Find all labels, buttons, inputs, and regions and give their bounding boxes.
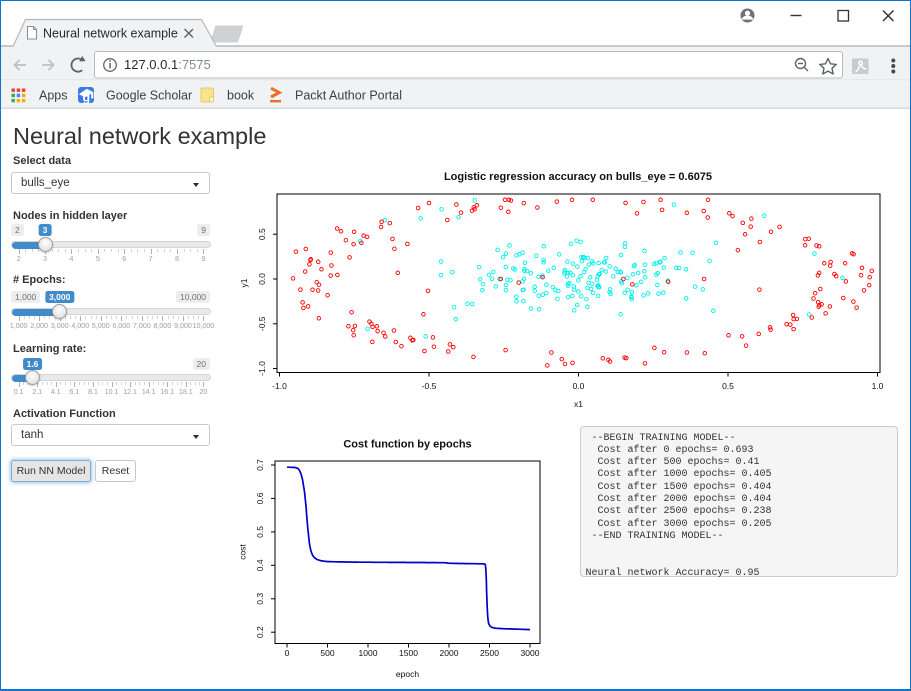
svg-text:1000: 1000 bbox=[359, 648, 378, 658]
svg-text:0.0: 0.0 bbox=[257, 273, 267, 285]
svg-text:2000: 2000 bbox=[440, 648, 459, 658]
svg-text:x1: x1 bbox=[574, 399, 583, 409]
svg-text:Apps: Apps bbox=[39, 89, 68, 103]
svg-text:-1.0: -1.0 bbox=[257, 361, 267, 376]
svg-text:0.3: 0.3 bbox=[255, 593, 265, 605]
svg-text:500: 500 bbox=[320, 648, 334, 658]
svg-text:1.0: 1.0 bbox=[872, 381, 884, 391]
svg-text:-1.0: -1.0 bbox=[272, 381, 287, 391]
svg-text:Logistic regression accuracy o: Logistic regression accuracy on bulls_ey… bbox=[444, 171, 712, 183]
svg-text:book: book bbox=[227, 89, 255, 103]
svg-text:0.2: 0.2 bbox=[255, 626, 265, 638]
svg-text:2500: 2500 bbox=[480, 648, 499, 658]
svg-text:cost: cost bbox=[240, 544, 248, 560]
svg-text:-0.5: -0.5 bbox=[422, 381, 437, 391]
svg-text:3000: 3000 bbox=[521, 648, 540, 658]
svg-text:y1: y1 bbox=[240, 278, 249, 287]
svg-text:Google Scholar: Google Scholar bbox=[106, 89, 192, 103]
svg-text:Cost function by epochs: Cost function by epochs bbox=[343, 439, 471, 451]
svg-text:-0.5: -0.5 bbox=[257, 316, 267, 331]
svg-text:g: g bbox=[83, 91, 91, 105]
svg-text:1500: 1500 bbox=[399, 648, 418, 658]
svg-text:0: 0 bbox=[285, 648, 290, 658]
svg-text:Packt Author Portal: Packt Author Portal bbox=[295, 89, 402, 103]
svg-text:Neural network example: Neural network example bbox=[43, 27, 178, 41]
svg-text:0.4: 0.4 bbox=[255, 559, 265, 571]
svg-text:0.6: 0.6 bbox=[255, 492, 265, 504]
svg-text:127.0.0.1:7575: 127.0.0.1:7575 bbox=[124, 57, 211, 72]
svg-text:epoch: epoch bbox=[396, 669, 419, 679]
svg-text:0.5: 0.5 bbox=[722, 381, 734, 391]
svg-text:0.7: 0.7 bbox=[255, 459, 265, 471]
svg-text:0.5: 0.5 bbox=[255, 526, 265, 538]
svg-text:0.0: 0.0 bbox=[573, 381, 585, 391]
svg-text:0.5: 0.5 bbox=[257, 228, 267, 240]
